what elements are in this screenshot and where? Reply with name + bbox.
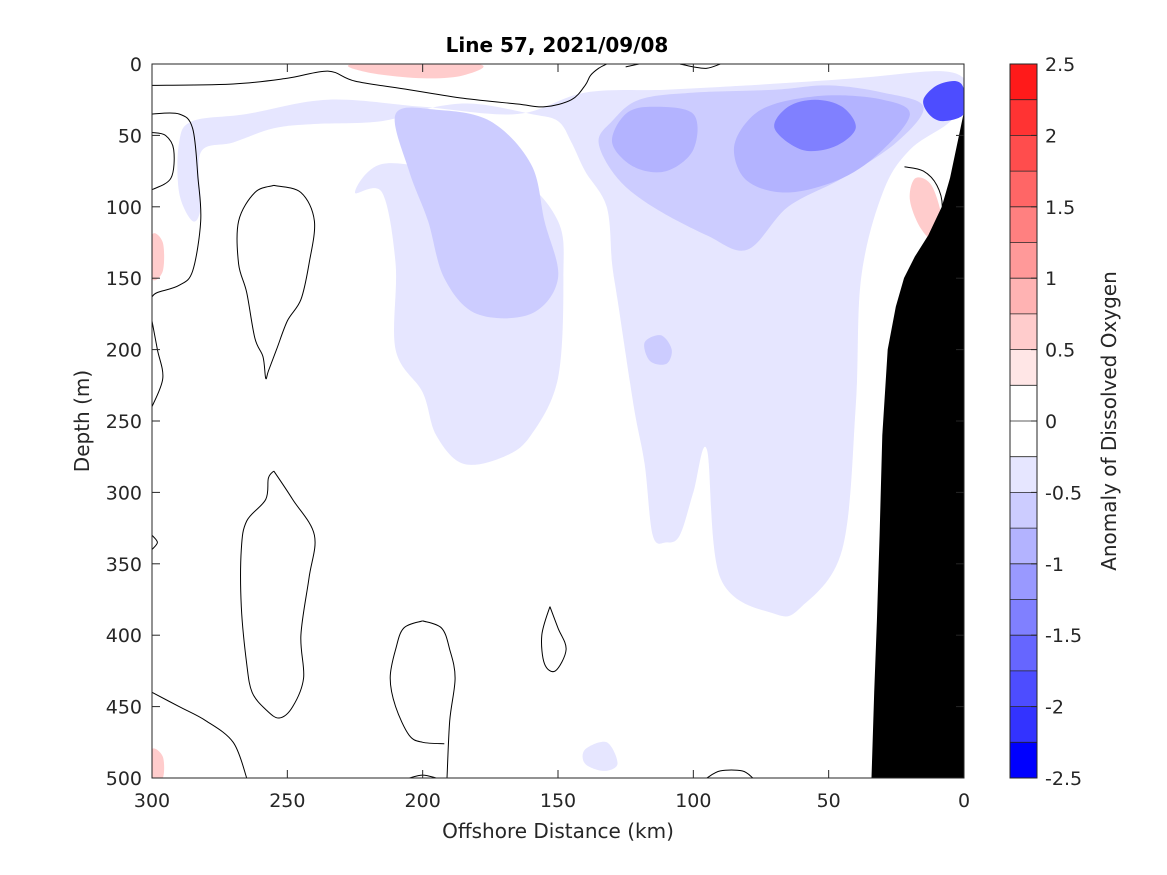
colorbar-label: Anomaly of Dissolved Oxygen (1097, 271, 1121, 571)
x-tick-label: 300 (134, 790, 170, 812)
colorbar-swatch (1010, 171, 1037, 208)
colorbar-swatch (1010, 421, 1037, 458)
colorbar-swatch (1010, 492, 1037, 529)
y-tick-label: 200 (106, 340, 142, 362)
zero-contour-line (706, 769, 754, 778)
zero-contour-line (541, 606, 567, 673)
zero-contour-line (152, 64, 607, 108)
y-tick-label: 500 (106, 768, 142, 790)
colorbar-swatch (1010, 242, 1037, 279)
anomaly-region (394, 107, 559, 319)
colorbar-swatch (1010, 528, 1037, 565)
anomaly-region (152, 748, 165, 778)
colorbar-swatch (1010, 742, 1037, 779)
anomaly-region (644, 335, 672, 365)
zero-contour-line (152, 320, 164, 407)
colorbar-swatch (1010, 670, 1037, 708)
colorbar-swatch (1010, 456, 1037, 493)
anomaly-region (582, 741, 618, 771)
colorbar-tick-label: -2 (1045, 697, 1064, 719)
y-tick-label: 250 (106, 411, 142, 433)
colorbar-tick-label: -0.5 (1045, 482, 1082, 504)
zero-contour-line (389, 620, 445, 745)
colorbar-swatch (1010, 706, 1037, 743)
colorbar-swatch (1010, 313, 1037, 351)
anomaly-region (923, 80, 964, 122)
colorbar-swatch (1010, 206, 1037, 243)
y-tick-label: 350 (106, 554, 142, 576)
colorbar-tick-label: 0 (1045, 411, 1057, 433)
colorbar-swatch (1010, 64, 1037, 101)
bathymetry (871, 113, 964, 778)
x-tick-label: 250 (269, 790, 305, 812)
zero-contour-line (152, 112, 202, 298)
colorbar-tick-label: 1 (1045, 268, 1057, 290)
zero-contour-line (152, 132, 175, 191)
colorbar-swatch (1010, 99, 1037, 136)
x-tick-label: 200 (405, 790, 441, 812)
colorbar-tick-label: -2.5 (1045, 768, 1082, 790)
y-tick-label: 400 (106, 625, 142, 647)
colorbar-swatch (1010, 385, 1037, 422)
colorbar-tick-label: 2 (1045, 125, 1057, 147)
y-tick-label: 0 (130, 54, 142, 76)
y-axis-label: Depth (m) (70, 370, 94, 472)
x-tick-label: 0 (958, 790, 970, 812)
y-axis-ticks: 0 50 100 150 200 250 300 350 400 450 500 (106, 54, 964, 790)
anomaly-fills (152, 64, 964, 778)
colorbar-swatch (1010, 563, 1037, 600)
colorbar-tick-label: -1.5 (1045, 625, 1082, 647)
zero-contour-line (422, 620, 456, 778)
zero-contour-line (679, 64, 721, 69)
y-tick-label: 100 (106, 197, 142, 219)
x-tick-label: 100 (675, 790, 711, 812)
x-axis-label: Offshore Distance (km) (442, 819, 674, 843)
colorbar-swatch (1010, 599, 1037, 636)
y-tick-label: 300 (106, 482, 142, 504)
chart-title: Line 57, 2021/09/08 (446, 33, 669, 57)
seafloor-shape (871, 113, 964, 778)
colorbar-tick-label: 2.5 (1045, 54, 1075, 76)
zero-contour-line (152, 691, 248, 778)
x-tick-label: 50 (817, 790, 841, 812)
colorbar-tick-label: 1.5 (1045, 197, 1075, 219)
zero-contour-line (236, 184, 316, 380)
anomaly-region (347, 64, 484, 79)
x-axis-ticks: 300 250 200 150 100 50 0 (134, 64, 970, 812)
colorbar-tick-label: 0.5 (1045, 340, 1075, 362)
colorbar-swatch (1010, 135, 1037, 172)
colorbar-swatch (1010, 278, 1037, 315)
y-tick-label: 150 (106, 268, 142, 290)
anomaly-region (774, 99, 856, 152)
colorbar-tick-label: -1 (1045, 554, 1064, 576)
anomaly-region (152, 233, 165, 281)
colorbar-swatch (1010, 349, 1037, 386)
x-tick-label: 150 (540, 790, 576, 812)
plot-area: 300 250 200 150 100 50 0 050100150200250300350… (106, 54, 970, 812)
colorbar: 2.5 2 1.5 1 0.5 0 -0.5 -1 -1.5 -2 -2.5 (1009, 54, 1082, 790)
zero-contour-line (152, 534, 158, 550)
colorbar-swatch (1010, 635, 1037, 672)
zero-contour-line (240, 470, 316, 719)
y-tick-label: 450 (106, 697, 142, 719)
anomaly-region (611, 106, 698, 173)
y-tick-label: 50 (118, 125, 142, 147)
